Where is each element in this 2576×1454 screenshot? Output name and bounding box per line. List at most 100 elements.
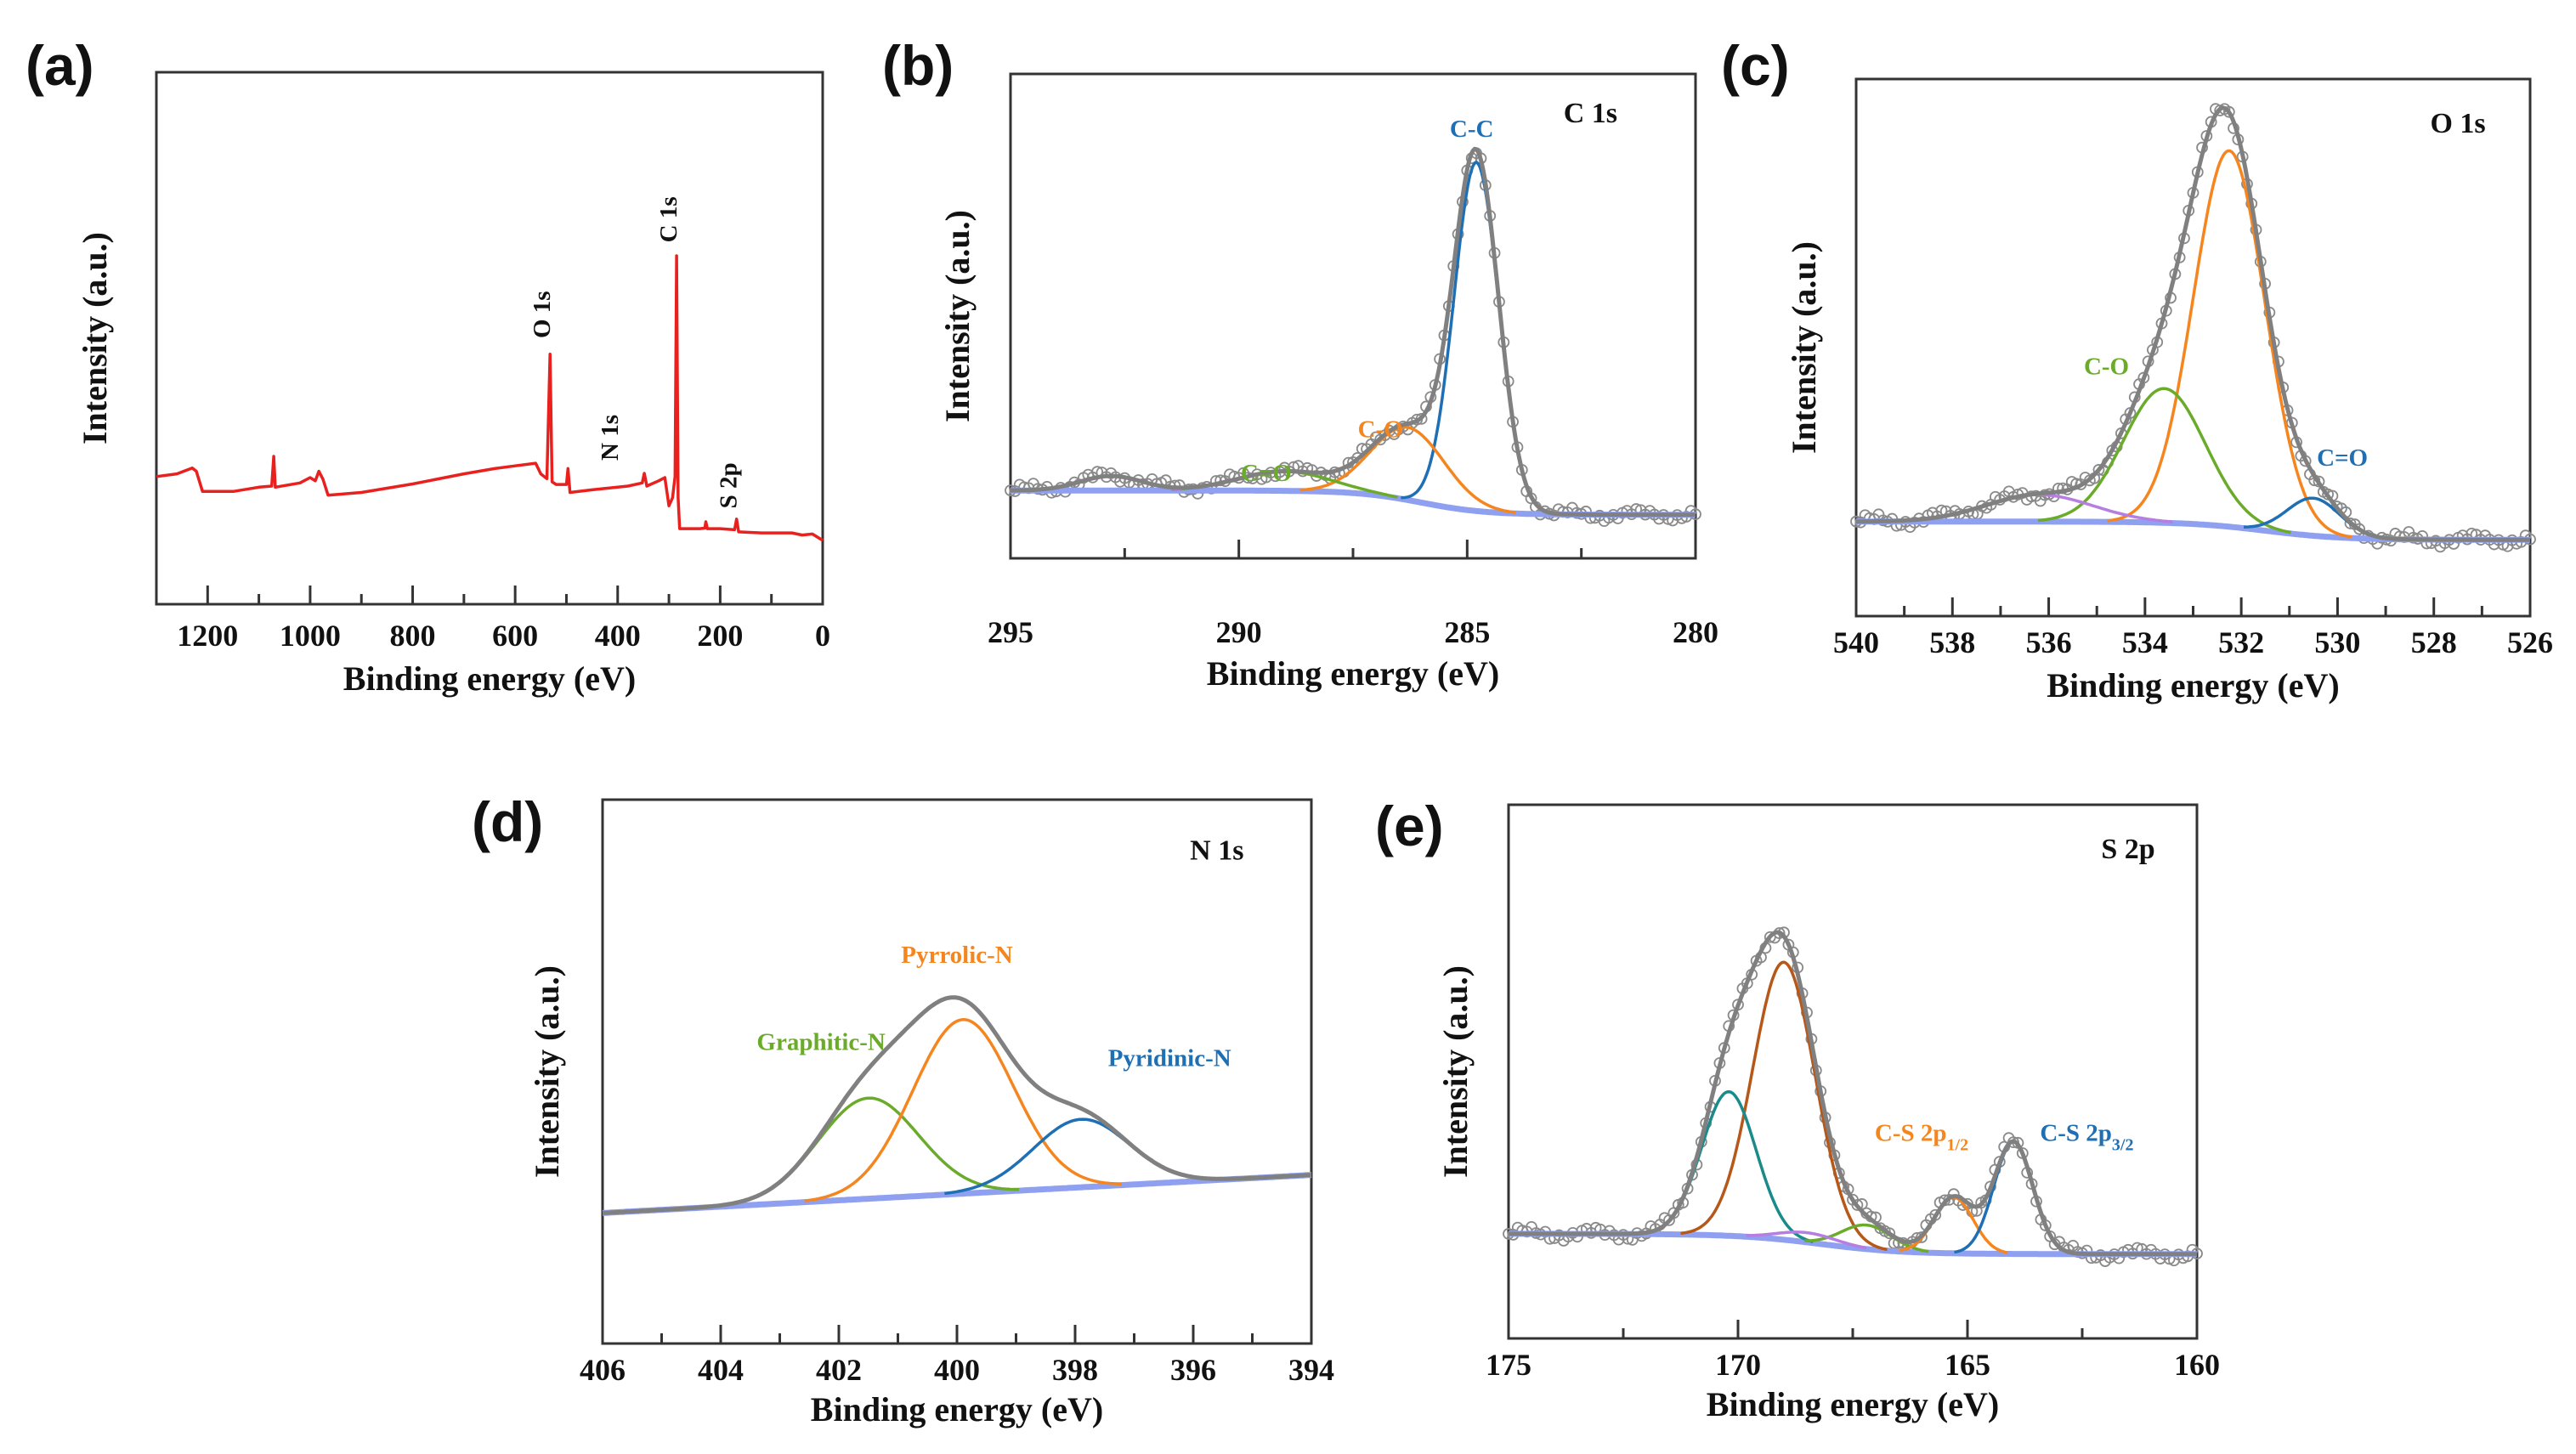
peak-annotation: C=O (1241, 460, 1292, 487)
x-tick-label: 526 (2507, 625, 2553, 659)
x-tick-label: 1000 (280, 619, 341, 653)
peak-annotation: N 1s (597, 415, 624, 461)
annotation-text: Pyrrolic-N (901, 942, 1013, 969)
x-tick-label: 530 (2314, 625, 2360, 659)
annotation-text: C-O (1358, 416, 1403, 444)
panel-e: (e) 175 170 165 160 Binding energy (eV) Intens… (1375, 795, 2220, 1423)
x-axis-title: Binding energy (eV) (343, 659, 636, 698)
annotation-text: C 1s (1564, 98, 1617, 129)
annotation-text: S 2p (716, 462, 743, 508)
x-tick-label: 396 (1170, 1353, 1216, 1387)
y-axis-title: Intensity (a.u.) (528, 965, 566, 1178)
x-tick-label: 406 (580, 1353, 626, 1387)
peak-annotation: C 1s (1564, 98, 1617, 129)
x-tick-label: 800 (390, 619, 436, 653)
data-point (1851, 1199, 1864, 1211)
data-point (2222, 105, 2235, 118)
annotation-text: C-S 2p (1875, 1120, 1947, 1147)
peak-annotation: C-S 2p1/2 (1875, 1120, 1968, 1155)
x-axis-title: Binding energy (eV) (1707, 1385, 1999, 1423)
peak-annotation: C-O (1358, 416, 1403, 444)
annotation-subscript: 3/2 (2112, 1136, 2134, 1155)
plot-frame (1854, 77, 2532, 618)
peak-annotation: C-S 2p3/2 (2040, 1120, 2133, 1155)
x-tick-label: 285 (1444, 615, 1490, 649)
x-tick-label: 532 (2218, 625, 2264, 659)
annotation-text: N 1s (1190, 834, 1243, 866)
x-tick-label: 280 (1673, 615, 1718, 649)
x-tick-label: 404 (698, 1353, 744, 1387)
annotation-text: O 1s (529, 291, 556, 338)
panel-label: (b) (882, 34, 954, 97)
y-axis-title: Intensity (a.u.) (1785, 241, 1823, 454)
annotation-text: N 1s (597, 415, 624, 461)
panel-label: (c) (1721, 34, 1790, 97)
component-peak-0 (717, 1096, 1020, 1208)
x-tick-label: 536 (2026, 625, 2072, 659)
annotation-text: Pyridinic-N (1108, 1045, 1231, 1072)
x-tick-label: 1200 (177, 619, 238, 653)
x-tick-label: 400 (595, 619, 641, 653)
data-point (2092, 464, 2105, 476)
peak-annotation: S 2p (2101, 834, 2154, 865)
data-point (2353, 523, 2366, 535)
component-peak-3 (1746, 1231, 1867, 1250)
annotation-text: C-O (2084, 354, 2129, 381)
x-tick-label: 540 (1833, 625, 1879, 659)
annotation-text: O 1s (2430, 108, 2485, 139)
x-tick-label: 160 (2174, 1348, 2220, 1382)
x-axis-title: Binding energy (eV) (811, 1390, 1103, 1429)
x-tick-label: 290 (1216, 615, 1262, 649)
y-axis-title: Intensity (a.u.) (1436, 965, 1475, 1178)
x-tick-label: 175 (1486, 1348, 1531, 1382)
envelope-fit-line (602, 995, 1312, 1215)
x-tick-label: 295 (988, 615, 1033, 649)
x-tick-label: 534 (2122, 625, 2168, 659)
panel-d: (d) 406 404 402 400 398 396 394 Binding energy (… (472, 790, 1334, 1429)
peak-annotation: N 1s (1190, 834, 1243, 866)
panel-a: (a) 1200 1000 800 600 400 200 0 Binding energy (… (25, 34, 830, 698)
annotation-text: C 1s (655, 196, 682, 242)
x-tick-label: 170 (1715, 1348, 1761, 1382)
peak-annotation: C-C (1450, 116, 1494, 143)
plot-frame (155, 71, 824, 606)
y-axis-title: Intensity (a.u.) (76, 232, 114, 444)
x-tick-label: 394 (1288, 1353, 1334, 1387)
y-axis-title: Intensity (a.u.) (938, 210, 977, 422)
envelope-fit-line (1509, 930, 2197, 1257)
peak-annotation: Graphitic-N (756, 1028, 885, 1055)
peak-annotation: C=O (2317, 444, 2368, 472)
annotation-text: C-C (1450, 116, 1494, 143)
component-peak-4 (1899, 1196, 2008, 1254)
component-peak-1 (804, 1018, 1122, 1202)
panel-label: (d) (472, 790, 543, 853)
component-peak-0 (1401, 160, 1553, 515)
component-peak-5 (1954, 1140, 2072, 1254)
annotation-text: C=O (2317, 444, 2368, 472)
survey-spectrum-line (156, 254, 824, 542)
x-axis-title: Binding energy (eV) (2047, 666, 2339, 704)
plot-frame (1507, 803, 2199, 1340)
annotation-text: C-S 2p (2040, 1120, 2112, 1147)
background-line (1856, 518, 2530, 543)
x-tick-label: 402 (816, 1353, 862, 1387)
peak-annotation: S 2p (716, 462, 743, 508)
panel-label: (e) (1375, 795, 1444, 857)
component-peak-0 (2107, 149, 2352, 539)
peak-annotation: Pyridinic-N (1108, 1045, 1231, 1072)
x-tick-label: 528 (2411, 625, 2457, 659)
component-peak-0 (1680, 960, 1888, 1252)
annotation-subscript: 1/2 (1947, 1136, 1969, 1155)
data-point (1916, 1231, 1928, 1243)
peak-annotation: C 1s (655, 196, 682, 242)
data-point (2344, 518, 2357, 529)
panel-c: (c) 540 538 536 534 532 530 528 526 Binding energ… (1721, 34, 2553, 704)
x-tick-label: 600 (492, 619, 538, 653)
component-peak-1 (2037, 387, 2291, 535)
annotation-text: S 2p (2101, 834, 2154, 865)
background-line (1011, 487, 1696, 518)
x-tick-label: 0 (815, 619, 830, 653)
annotation-text: C=O (1241, 460, 1292, 487)
peak-annotation: C-O (2084, 354, 2129, 381)
